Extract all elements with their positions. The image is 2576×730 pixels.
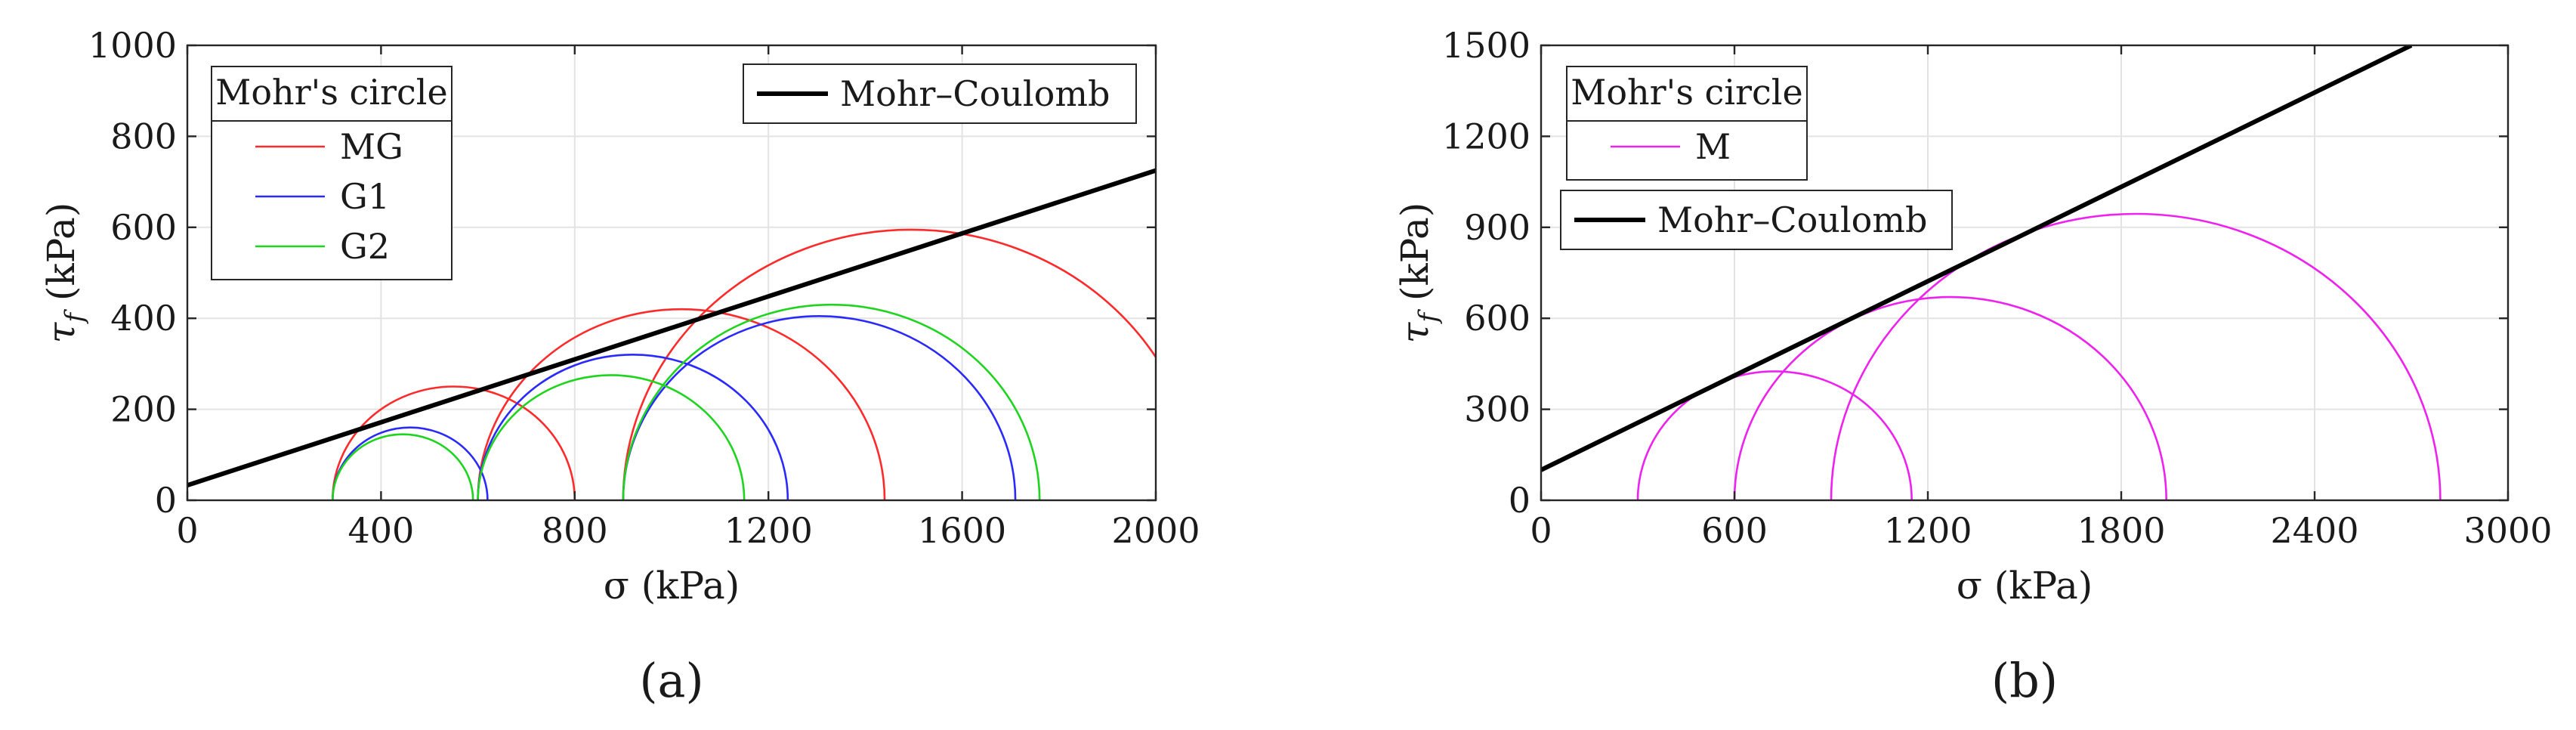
y-tick-label: 0 [155, 480, 177, 521]
legend-label-g1: G1 [340, 176, 390, 217]
line-legend: Mohr–Coulomb [1560, 190, 1953, 250]
chart-panel-2: 0 600 1200 1800 2400 3000 0 300 600 900 1200 1500 σ … [1393, 25, 2553, 708]
y-tick-label: 900 [1464, 207, 1530, 248]
y-tick-label: 600 [1464, 298, 1530, 339]
x-tick-label: 1200 [1883, 510, 1972, 551]
mohr-circle-mg [477, 308, 886, 500]
y-axis-title: τf (kPa) [39, 203, 90, 344]
y-tick-label: 600 [110, 207, 177, 248]
mohr-circle-g2 [477, 374, 746, 500]
y-tick-label: 1000 [88, 25, 177, 66]
y-tick-label: 800 [110, 116, 177, 156]
y-tick-label: 1500 [1442, 25, 1530, 66]
panel-label: (b) [1991, 653, 2058, 708]
circle-legend-box [211, 66, 452, 280]
x-tick-label: 0 [1530, 510, 1552, 551]
circle-legend: Mohr's circle M [1566, 66, 1808, 181]
y-tick-label: 1200 [1442, 116, 1530, 156]
x-tick-label: 800 [542, 510, 608, 551]
y-tick-label: 300 [1464, 389, 1530, 430]
x-tick-label: 2000 [1111, 510, 1200, 551]
x-tick-label: 1600 [918, 510, 1006, 551]
mohr-circle-g1 [622, 314, 1017, 500]
mohr-circles [332, 228, 1156, 500]
circle-legend: Mohr's circle MG G1 G2 [211, 66, 452, 280]
panel-label: (a) [639, 653, 703, 708]
x-axis-title: σ (kPa) [604, 564, 740, 608]
mohr-circle-g1 [477, 354, 789, 500]
mohr-circle-mg [622, 228, 1156, 500]
mohr-circle-g2 [332, 433, 474, 500]
x-tick-label: 600 [1701, 510, 1768, 551]
circle-legend-title: Mohr's circle [1571, 72, 1802, 113]
y-axis-title: τf (kPa) [1393, 203, 1444, 344]
x-tick-label: 2400 [2270, 510, 2358, 551]
x-axis-title: σ (kPa) [1957, 564, 2093, 608]
mohr-coulomb-line [1541, 45, 2413, 472]
mohr-circle-mg [332, 385, 576, 500]
circle-legend-box [1566, 66, 1808, 181]
x-tick-label: 1200 [724, 510, 813, 551]
y-tick-label: 400 [110, 298, 177, 339]
axes-box [186, 44, 1157, 502]
mohr-circle-m [1830, 212, 2442, 500]
x-tick-label: 400 [347, 510, 414, 551]
x-tick-label: 0 [176, 510, 198, 551]
circle-legend-title: Mohr's circle [215, 72, 447, 113]
legend-label-g2: G2 [340, 226, 390, 267]
legend-label-m: M [1695, 126, 1731, 167]
x-tick-label: 3000 [2463, 510, 2552, 551]
mohr-circles [1636, 212, 2442, 500]
axes-box [1540, 44, 2510, 502]
y-tick-label: 0 [1509, 480, 1530, 521]
legend-label-mohr-coulomb: Mohr–Coulomb [1657, 200, 1927, 240]
legend-label-mohr-coulomb: Mohr–Coulomb [840, 73, 1110, 114]
mohr-coulomb-line [187, 168, 1156, 487]
mohr-circle-g2 [622, 303, 1041, 500]
x-tick-label: 1800 [2077, 510, 2165, 551]
chart-panel-1: 0 400 800 1200 1600 2000 0 200 400 600 800 1000 σ (k… [39, 25, 1200, 708]
legend-label-mg: MG [340, 126, 403, 167]
y-tick-label: 200 [110, 389, 177, 430]
mohr-circle-m [1636, 370, 1913, 500]
line-legend: Mohr–Coulomb [743, 63, 1137, 124]
